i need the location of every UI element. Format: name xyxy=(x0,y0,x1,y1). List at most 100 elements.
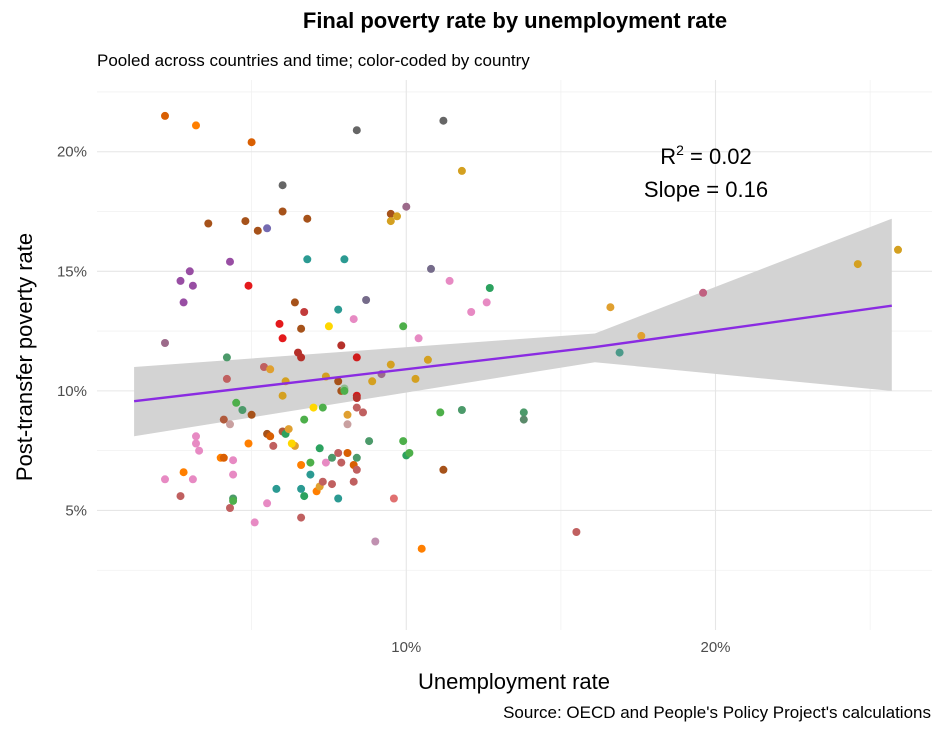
fit-line-layer xyxy=(133,304,892,403)
data-point xyxy=(343,420,352,429)
r-squared-label: R xyxy=(660,144,676,169)
data-point xyxy=(334,449,343,457)
data-point xyxy=(176,276,185,285)
data-point xyxy=(352,353,361,362)
data-point xyxy=(297,513,306,522)
data-point xyxy=(340,255,349,264)
data-point xyxy=(226,420,234,429)
data-point xyxy=(195,446,204,455)
y-tick-label: 10% xyxy=(57,383,87,400)
data-point xyxy=(188,281,197,290)
data-point xyxy=(238,406,247,414)
data-point xyxy=(414,334,423,343)
data-point xyxy=(315,444,324,453)
data-point xyxy=(253,226,262,235)
r-squared-annotation: R2 = 0.02 xyxy=(660,142,752,169)
data-point xyxy=(362,296,371,304)
data-point xyxy=(300,308,309,316)
data-point xyxy=(232,398,241,407)
data-point xyxy=(204,219,213,228)
data-point xyxy=(352,394,361,402)
data-point xyxy=(297,461,306,469)
data-point xyxy=(349,315,358,324)
data-point xyxy=(615,348,624,357)
data-point xyxy=(457,166,466,175)
data-point xyxy=(423,355,432,364)
data-point xyxy=(402,202,411,211)
data-point xyxy=(219,415,228,424)
data-point xyxy=(260,363,268,371)
data-point xyxy=(321,458,330,467)
data-point xyxy=(244,439,253,448)
y-axis-title: Post-transfer poverty rate xyxy=(12,233,37,481)
confidence-band xyxy=(134,218,892,437)
chart-title: Final poverty rate by unemployment rate xyxy=(302,8,728,33)
data-point xyxy=(266,432,275,441)
data-point xyxy=(192,432,200,441)
x-tick-label: 10% xyxy=(391,639,421,656)
data-point xyxy=(334,377,343,386)
data-point xyxy=(894,245,902,254)
data-point xyxy=(445,276,454,285)
slope-annotation: Slope = 0.16 xyxy=(644,177,768,202)
data-point xyxy=(340,386,349,395)
data-point xyxy=(161,111,169,120)
data-point xyxy=(352,126,361,135)
data-point xyxy=(278,181,287,190)
data-point xyxy=(485,284,494,292)
data-point xyxy=(222,353,231,362)
data-point xyxy=(405,449,414,457)
y-tick-label: 15% xyxy=(57,263,87,280)
data-point xyxy=(371,537,380,546)
data-point xyxy=(417,544,426,553)
data-point xyxy=(393,212,401,221)
r-squared-value: = 0.02 xyxy=(684,144,752,169)
data-point xyxy=(572,528,581,536)
data-point xyxy=(519,415,528,424)
data-point xyxy=(297,484,306,493)
data-point xyxy=(185,267,194,276)
data-point xyxy=(318,403,327,412)
fit-annotation: R2 = 0.02 Slope = 0.16 xyxy=(644,142,768,202)
data-point xyxy=(303,255,312,264)
data-point xyxy=(399,437,408,446)
data-point xyxy=(467,308,476,316)
data-point xyxy=(386,209,395,218)
data-point xyxy=(229,456,238,465)
data-point xyxy=(179,298,188,307)
data-point xyxy=(247,138,256,147)
data-point xyxy=(386,360,395,369)
data-point xyxy=(389,494,398,503)
points-layer xyxy=(161,111,902,553)
data-point xyxy=(309,403,318,412)
data-point xyxy=(352,403,361,412)
data-point xyxy=(229,470,238,479)
confidence-band-layer xyxy=(134,218,892,437)
data-point xyxy=(300,492,309,501)
data-point xyxy=(192,439,200,448)
data-point xyxy=(297,324,306,333)
data-point xyxy=(637,331,646,340)
data-point xyxy=(222,374,231,383)
data-point xyxy=(337,341,346,350)
data-point xyxy=(324,322,333,331)
data-point xyxy=(284,425,293,434)
data-point xyxy=(436,408,445,417)
data-point xyxy=(853,260,862,269)
data-point xyxy=(482,298,491,307)
data-point xyxy=(368,377,377,386)
data-point xyxy=(278,207,287,216)
data-point xyxy=(439,465,448,474)
tick-labels: 10% 20% 5% 10% 15% 20% xyxy=(57,144,731,656)
data-point xyxy=(427,264,435,273)
data-point xyxy=(306,470,315,479)
x-tick-label: 20% xyxy=(701,639,731,656)
y-tick-label: 5% xyxy=(65,502,87,519)
data-point xyxy=(241,217,250,226)
data-point xyxy=(300,415,309,424)
data-point xyxy=(343,449,352,457)
data-point xyxy=(269,441,278,450)
data-point xyxy=(343,410,352,419)
data-point xyxy=(318,477,327,486)
